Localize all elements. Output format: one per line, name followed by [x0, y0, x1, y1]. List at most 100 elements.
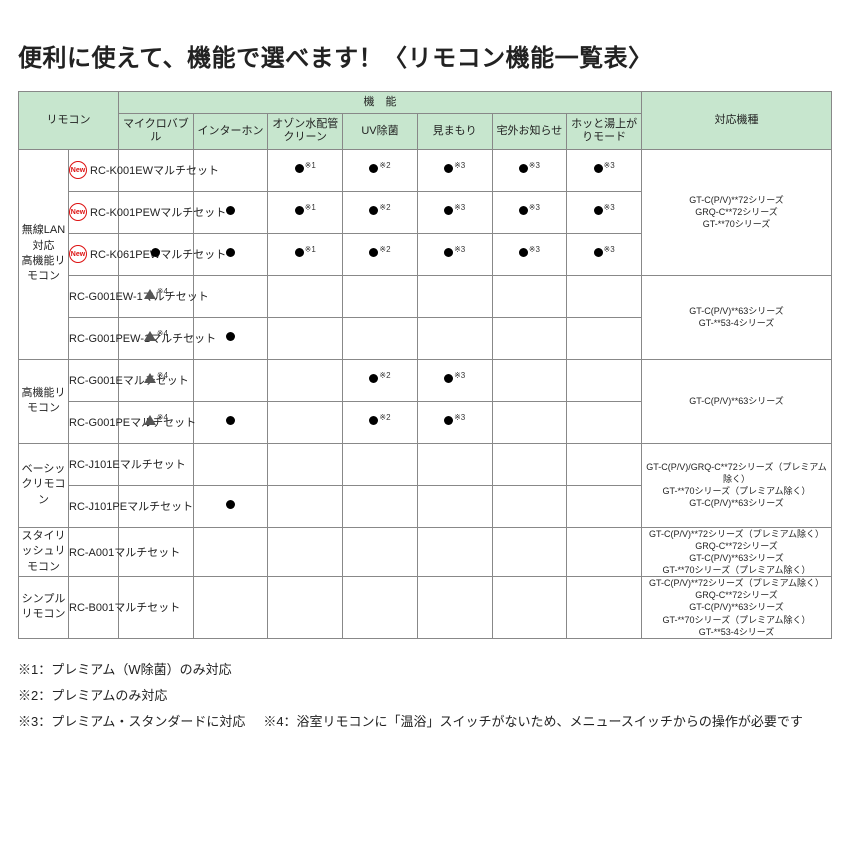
feature-cell: [193, 443, 268, 485]
category-cell: 無線LAN対応高機能リモコン: [19, 149, 69, 359]
table-row: シンプルリモコンRC-B001マルチセットGT-C(P/V)**72シリーズ（プ…: [19, 577, 832, 639]
mark-note: ※2: [379, 161, 390, 170]
header-func-sub: オゾン水配管クリーン: [268, 114, 343, 149]
model-cell: RC-G001PEマルチセット: [69, 401, 119, 443]
dot-icon: [369, 374, 378, 383]
table-header: リモコン 機 能 対応機種 マイクロバブルインターホンオゾン水配管クリーンUV除…: [19, 92, 832, 150]
dot-icon: [369, 416, 378, 425]
mark-note: ※2: [379, 245, 390, 254]
feature-cell: [417, 527, 492, 577]
triangle-icon: [144, 373, 156, 383]
feature-cell: [417, 577, 492, 639]
feature-cell: ※3: [492, 149, 567, 191]
feature-cell: [193, 233, 268, 275]
feature-cell: [268, 443, 343, 485]
dot-mark: ※3: [519, 164, 540, 173]
model-cell: NewRC-K061PEWマルチセット: [69, 233, 119, 275]
mark-note: ※3: [454, 203, 465, 212]
header-compat: 対応機種: [642, 92, 832, 150]
header-func-sub: ホッと湯上がりモード: [567, 114, 642, 149]
dot-mark: ※3: [444, 374, 465, 383]
mark-note: ※4: [157, 287, 168, 296]
feature-cell: ※3: [567, 233, 642, 275]
page-title: 便利に使えて、機能で選べます！〈リモコン機能一覧表〉: [18, 38, 832, 73]
mark-note: ※2: [379, 203, 390, 212]
feature-cell: [492, 485, 567, 527]
dot-icon: [444, 164, 453, 173]
feature-cell: ※3: [417, 149, 492, 191]
feature-cell: [417, 275, 492, 317]
mark-note: ※2: [379, 371, 390, 380]
feature-cell: [119, 443, 194, 485]
dot-mark: ※2: [369, 416, 390, 425]
feature-cell: [119, 233, 194, 275]
feature-cell: [567, 577, 642, 639]
triangle-mark: ※4: [144, 416, 168, 426]
feature-cell: [119, 577, 194, 639]
feature-cell: [343, 527, 418, 577]
dot-icon: [519, 206, 528, 215]
feature-cell: [343, 577, 418, 639]
mark-note: ※2: [379, 413, 390, 422]
feature-cell: [343, 485, 418, 527]
feature-cell: [417, 443, 492, 485]
dot-mark: ※2: [369, 248, 390, 257]
dot-mark: ※2: [369, 374, 390, 383]
feature-cell: [268, 275, 343, 317]
feature-cell: [492, 443, 567, 485]
dot-icon: [295, 248, 304, 257]
feature-cell: [193, 485, 268, 527]
mark-note: ※3: [454, 413, 465, 422]
category-cell: ベーシックリモコン: [19, 443, 69, 527]
dot-mark: ※3: [444, 164, 465, 173]
dot-icon: [594, 206, 603, 215]
triangle-mark: ※4: [144, 374, 168, 384]
feature-cell: [492, 401, 567, 443]
triangle-icon: [144, 415, 156, 425]
dot-mark: ※1: [295, 206, 316, 215]
feature-cell: [567, 317, 642, 359]
header-func-sub: 宅外お知らせ: [492, 114, 567, 149]
mark-note: ※3: [454, 371, 465, 380]
feature-cell: ※1: [268, 149, 343, 191]
footnote-4: ※4：浴室リモコンに「温浴」スイッチがないため、メニュースイッチからの操作が必要…: [263, 709, 803, 735]
dot-mark: [226, 332, 235, 341]
table-row: 高機能リモコンRC-G001Eマルチセット※4※2※3GT-C(P/V)**63…: [19, 359, 832, 401]
compat-cell: GT-C(P/V)**63シリーズGT-**53-4シリーズ: [642, 275, 832, 359]
dot-mark: [226, 206, 235, 215]
mark-note: ※3: [454, 161, 465, 170]
feature-cell: [193, 577, 268, 639]
dot-mark: [226, 500, 235, 509]
dot-icon: [295, 164, 304, 173]
feature-cell: [193, 149, 268, 191]
feature-cell: [268, 317, 343, 359]
mark-note: ※1: [305, 203, 316, 212]
feature-cell: ※3: [567, 191, 642, 233]
dot-mark: ※3: [594, 206, 615, 215]
model-cell: NewRC-K001PEWマルチセット: [69, 191, 119, 233]
dot-icon: [226, 332, 235, 341]
feature-cell: ※3: [492, 191, 567, 233]
feature-cell: [492, 577, 567, 639]
dot-icon: [295, 206, 304, 215]
feature-cell: [567, 401, 642, 443]
mark-note: ※3: [529, 161, 540, 170]
header-func-sub: 見まもり: [417, 114, 492, 149]
feature-cell: [567, 359, 642, 401]
triangle-icon: [144, 289, 156, 299]
feature-cell: ※3: [492, 233, 567, 275]
dot-mark: [151, 248, 160, 257]
dot-mark: ※3: [519, 248, 540, 257]
feature-cell: [268, 359, 343, 401]
compat-cell: GT-C(P/V)**72シリーズ（プレミアム除く）GRQ-C**72シリーズG…: [642, 527, 832, 577]
feature-cell: [417, 485, 492, 527]
dot-icon: [226, 248, 235, 257]
feature-cell: ※2: [343, 233, 418, 275]
mark-note: ※3: [529, 203, 540, 212]
dot-mark: ※3: [444, 416, 465, 425]
model-cell: RC-G001PEW-1マルチセット: [69, 317, 119, 359]
new-badge-icon: New: [69, 245, 87, 263]
mark-note: ※1: [305, 161, 316, 170]
new-badge-icon: New: [69, 203, 87, 221]
header-remocon: リモコン: [19, 92, 119, 150]
